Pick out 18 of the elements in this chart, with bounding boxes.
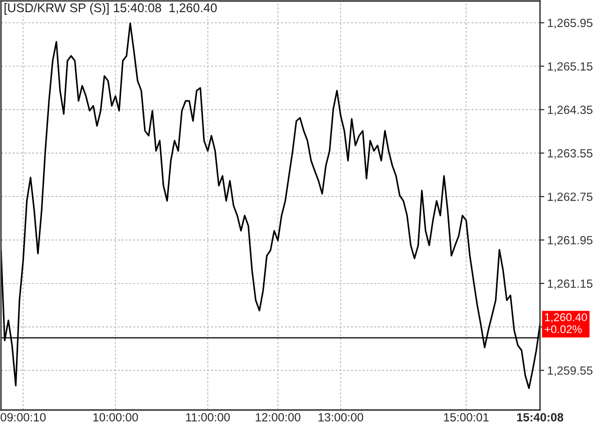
y-tick-label: 1,261.95 [548, 236, 592, 246]
x-tick-label: 09:00:10 [0, 413, 46, 422]
x-tick-label: 11:00:00 [186, 413, 230, 422]
y-tick-label: 1,263.55 [548, 149, 592, 159]
y-tick-label: 1,261.15 [548, 279, 592, 290]
y-tick-label: 1,265.15 [548, 62, 592, 72]
y-tick-label: 1,259.55 [548, 366, 592, 376]
annotation: 1,260.40 +0.02% [544, 313, 587, 334]
x-tick-label: 15:00:01 [444, 413, 489, 422]
line-series [1, 22, 540, 390]
y-tick-label: 1,264.35 [548, 106, 592, 116]
x-tick-label: 10:00:00 [93, 413, 138, 422]
y-tick-label: 1,265.95 [548, 18, 592, 29]
chart-title: [USD/KRW SP (S)] 15:40:08 1,260.40 [4, 3, 217, 15]
y-tick-label: 1,262.75 [548, 192, 592, 202]
x-tick-label: 13:00:00 [318, 413, 364, 422]
x-tick-label: 12:00:00 [256, 413, 300, 422]
x-tick-label: 15:40:08 [517, 413, 564, 422]
